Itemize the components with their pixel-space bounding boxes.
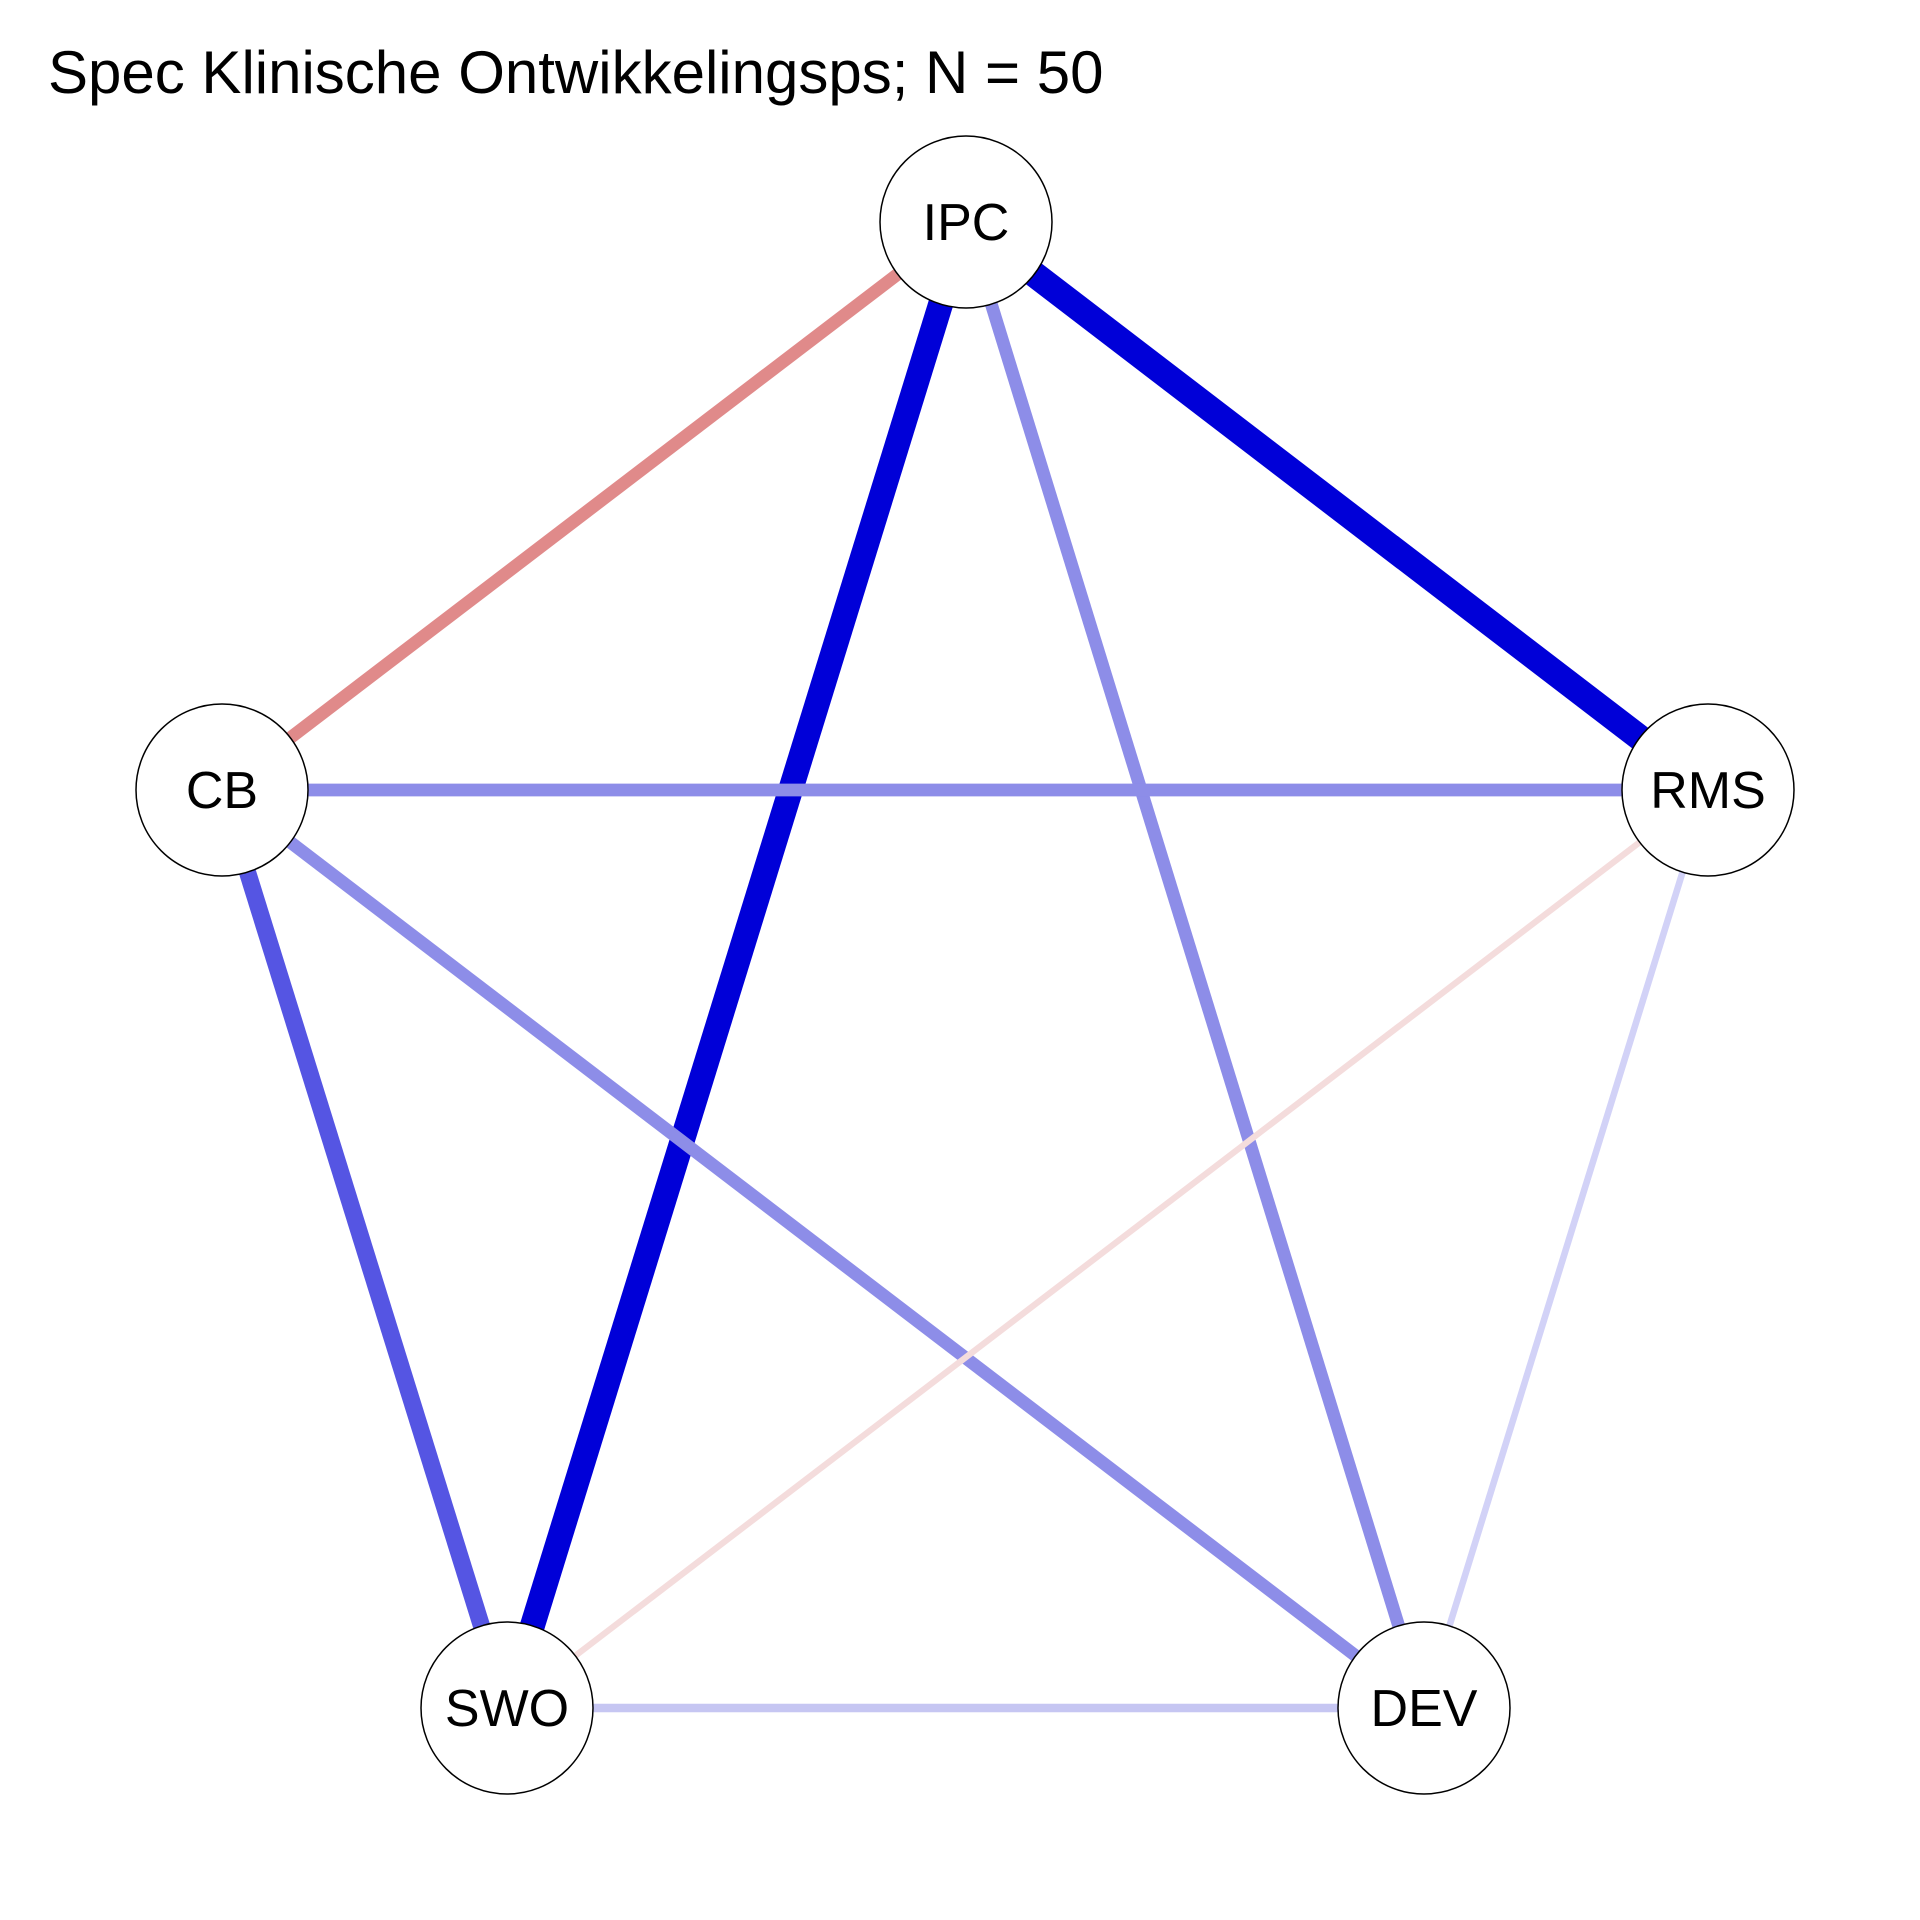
- edge-rms-dev: [1420, 789, 1712, 1709]
- node-circle: [420, 1621, 594, 1795]
- node-circle: [1337, 1621, 1511, 1795]
- node-circle: [879, 135, 1053, 309]
- node-layer: IPC RMS DEV SWO CB: [135, 135, 1795, 1795]
- edge-ipc-swo: [495, 218, 978, 1712]
- node-label: DEV: [1371, 1680, 1478, 1738]
- edge-ipc-cb: [218, 216, 970, 796]
- node-label: RMS: [1650, 762, 1766, 820]
- node-rms: RMS: [1621, 703, 1795, 877]
- edge-ipc-dev: [959, 220, 1431, 1710]
- node-circle: [135, 703, 309, 877]
- node-circle: [1621, 703, 1795, 877]
- node-dev: DEV: [1337, 1621, 1511, 1795]
- node-cb: CB: [135, 703, 309, 877]
- node-swo: SWO: [420, 1621, 594, 1795]
- node-ipc: IPC: [879, 135, 1053, 309]
- edge-cb-dev: [218, 784, 1428, 1714]
- node-label: CB: [186, 762, 258, 820]
- edge-cb-swo: [213, 787, 516, 1711]
- edge-ipc-rms: [958, 211, 1716, 801]
- edge-layer: [213, 211, 1716, 1714]
- node-label: IPC: [923, 194, 1010, 252]
- graph-title: Spec Klinische Ontwikkelingsps; N = 50: [48, 39, 1104, 106]
- node-label: SWO: [445, 1680, 569, 1738]
- edge-rms-swo: [505, 787, 1710, 1711]
